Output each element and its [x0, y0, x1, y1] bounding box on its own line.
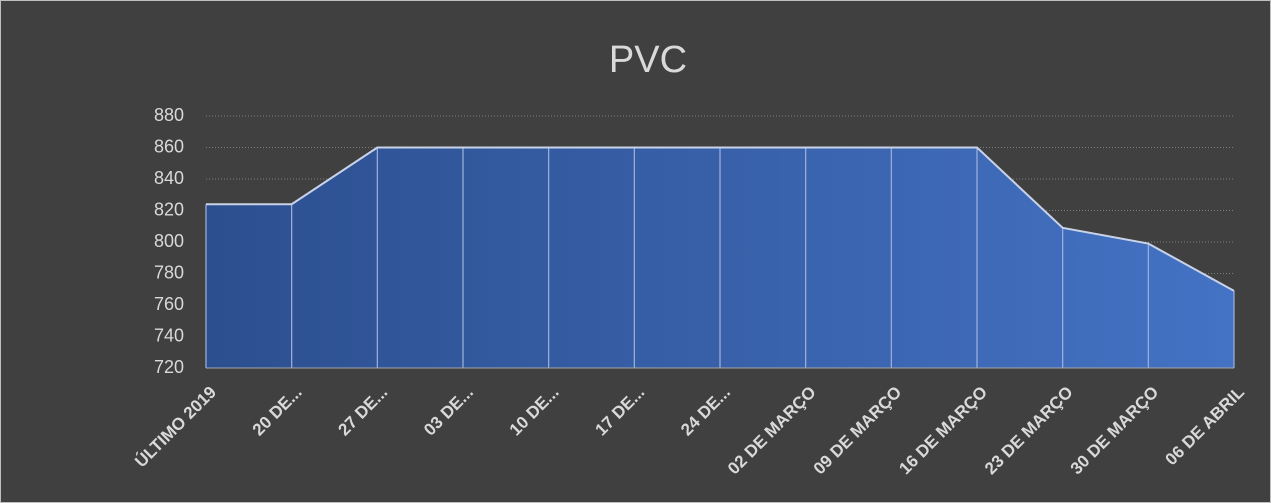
chart-title: PVC — [609, 39, 687, 81]
y-tick-label: 820 — [154, 199, 184, 219]
y-tick-label: 780 — [154, 262, 184, 282]
y-tick-label: 760 — [154, 294, 184, 314]
y-tick-label: 740 — [154, 325, 184, 345]
y-tick-label: 860 — [154, 136, 184, 156]
y-tick-label: 720 — [154, 357, 184, 377]
y-tick-label: 800 — [154, 231, 184, 251]
y-tick-label: 880 — [154, 105, 184, 125]
y-tick-label: 840 — [154, 168, 184, 188]
area-outline — [206, 146, 1235, 292]
